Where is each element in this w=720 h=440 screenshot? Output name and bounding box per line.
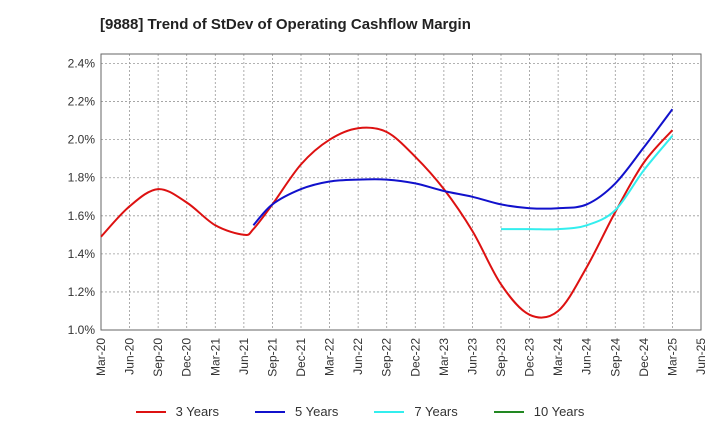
- y-tick-label: 2.4%: [68, 57, 96, 71]
- chart-legend: 3 Years 5 Years 7 Years 10 Years: [0, 404, 720, 419]
- x-tick-label: Sep-20: [151, 338, 165, 377]
- line-chart: Mar-20 Jun-20 Sep-20 Dec-20 Mar-21 Jun-21 Sep-…: [68, 53, 708, 377]
- legend-item-5-years: 5 Years: [255, 404, 338, 419]
- chart-title: [9888] Trend of StDev of Operating Cashf…: [100, 16, 471, 33]
- legend-label: 10 Years: [533, 404, 585, 419]
- legend-swatch: [374, 410, 405, 413]
- x-tick-label: Mar-22: [323, 338, 337, 376]
- x-tick-label: Sep-22: [380, 338, 394, 377]
- x-tick-label: Dec-24: [637, 338, 651, 377]
- x-tick-label: Dec-22: [408, 338, 422, 377]
- y-tick-label: 2.2%: [68, 95, 96, 109]
- x-tick-label: Mar-25: [665, 338, 679, 376]
- y-tick-label: 1.0%: [68, 323, 96, 337]
- x-tick-label: Jun-20: [123, 338, 137, 375]
- x-tick-label: Sep-23: [494, 338, 508, 377]
- legend-label: 7 Years: [414, 404, 458, 419]
- legend-swatch: [135, 410, 166, 413]
- x-tick-label: Jun-23: [465, 338, 479, 375]
- x-tick-label: Mar-23: [437, 338, 451, 376]
- legend-item-3-years: 3 Years: [135, 404, 219, 419]
- y-tick-label: 2.0%: [68, 133, 96, 147]
- x-tick-label: Dec-23: [523, 338, 537, 377]
- y-tick-label: 1.6%: [68, 209, 96, 223]
- x-tick-label: Sep-21: [265, 338, 279, 377]
- x-tick-label: Dec-21: [294, 338, 308, 377]
- legend-item-10-years: 10 Years: [493, 404, 585, 419]
- legend-label: 5 Years: [295, 404, 339, 419]
- legend-swatch: [255, 410, 285, 413]
- x-tick-label: Mar-20: [94, 338, 108, 376]
- legend-swatch: [493, 410, 524, 413]
- y-tick-label: 1.4%: [68, 247, 96, 261]
- x-tick-label: Mar-24: [551, 338, 565, 376]
- plot-area: [100, 53, 702, 331]
- y-tick-label: 1.2%: [68, 285, 96, 299]
- x-tick-label: Sep-24: [608, 338, 622, 377]
- x-tick-label: Jun-22: [351, 338, 365, 375]
- series-line-3-years: [100, 126, 674, 319]
- x-tick-label: Dec-20: [180, 338, 194, 377]
- x-tick-label: Jun-25: [694, 338, 708, 375]
- legend-item-7-years: 7 Years: [374, 404, 458, 419]
- y-tick-label: 1.8%: [68, 171, 96, 185]
- legend-label: 3 Years: [175, 404, 219, 419]
- x-tick-label: Jun-24: [580, 338, 594, 375]
- x-tick-label: Jun-21: [237, 338, 251, 375]
- x-tick-label: Mar-21: [208, 338, 222, 376]
- series-line-5-years: [252, 108, 674, 226]
- series-line-7-years: [500, 135, 674, 231]
